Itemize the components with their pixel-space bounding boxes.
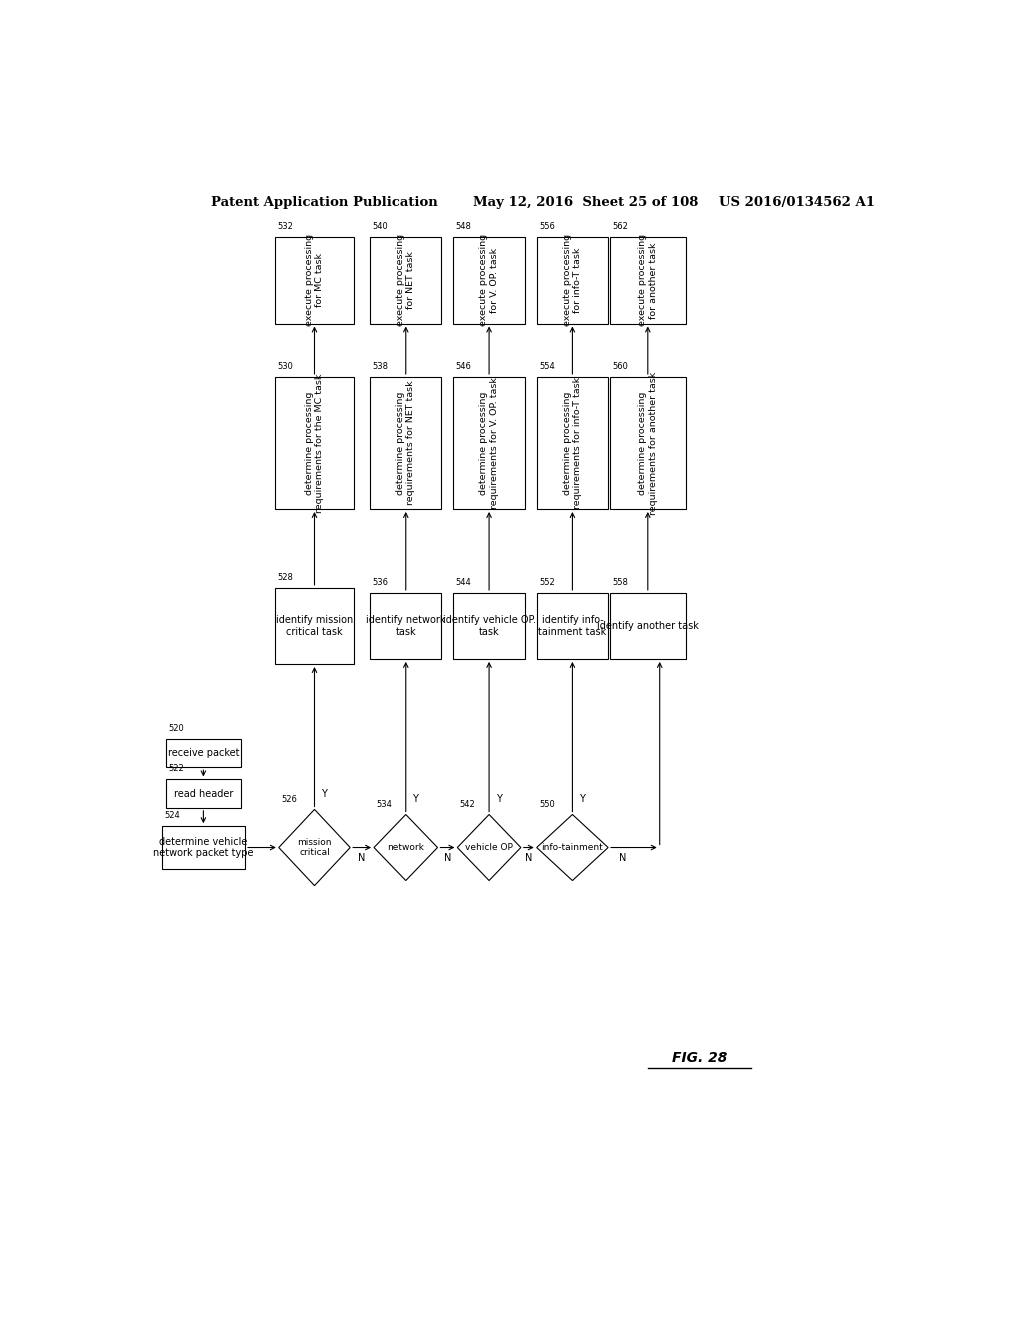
- FancyBboxPatch shape: [370, 238, 441, 323]
- Text: vehicle OP: vehicle OP: [465, 843, 513, 851]
- Text: 542: 542: [460, 800, 475, 809]
- Text: 536: 536: [373, 578, 388, 587]
- Text: execute processing
for NET task: execute processing for NET task: [396, 235, 416, 326]
- Text: execute processing
for V. OP. task: execute processing for V. OP. task: [479, 235, 499, 326]
- Text: execute processing
for MC task: execute processing for MC task: [305, 235, 325, 326]
- Text: execute processing
for info-T task: execute processing for info-T task: [563, 235, 582, 326]
- Text: 528: 528: [278, 573, 293, 582]
- Text: 560: 560: [612, 362, 629, 371]
- Text: identify network
task: identify network task: [366, 615, 445, 636]
- FancyBboxPatch shape: [454, 238, 524, 323]
- Text: 548: 548: [456, 222, 472, 231]
- FancyBboxPatch shape: [274, 587, 354, 664]
- Text: determine processing
requirements for another task: determine processing requirements for an…: [638, 371, 657, 515]
- Text: 532: 532: [278, 222, 293, 231]
- Text: Y: Y: [413, 795, 418, 804]
- Text: 558: 558: [612, 578, 629, 587]
- Text: 526: 526: [282, 796, 297, 804]
- Polygon shape: [374, 814, 437, 880]
- Text: identify vehicle OP.
task: identify vehicle OP. task: [442, 615, 536, 636]
- Text: 550: 550: [539, 800, 555, 809]
- Text: determine processing
requirements for the MC task: determine processing requirements for th…: [305, 374, 325, 512]
- Text: mission
critical: mission critical: [297, 838, 332, 857]
- Text: identify another task: identify another task: [597, 620, 698, 631]
- Text: read header: read header: [174, 788, 233, 799]
- FancyBboxPatch shape: [537, 593, 608, 659]
- Text: identify info-
tainment task: identify info- tainment task: [539, 615, 606, 636]
- FancyBboxPatch shape: [454, 378, 524, 510]
- Text: 538: 538: [373, 362, 388, 371]
- Polygon shape: [537, 814, 608, 880]
- Polygon shape: [279, 809, 350, 886]
- Text: 556: 556: [539, 222, 555, 231]
- Text: 546: 546: [456, 362, 472, 371]
- Text: 554: 554: [539, 362, 555, 371]
- FancyBboxPatch shape: [166, 739, 241, 767]
- Text: 524: 524: [164, 810, 180, 820]
- Text: 540: 540: [373, 222, 388, 231]
- FancyBboxPatch shape: [274, 238, 354, 323]
- FancyBboxPatch shape: [454, 593, 524, 659]
- Text: N: N: [443, 853, 452, 863]
- Text: N: N: [618, 853, 626, 863]
- FancyBboxPatch shape: [370, 378, 441, 510]
- Text: determine vehicle
network packet type: determine vehicle network packet type: [154, 837, 254, 858]
- Text: 544: 544: [456, 578, 471, 587]
- Text: determine processing
requirements for V. OP. task: determine processing requirements for V.…: [479, 378, 499, 510]
- Text: N: N: [525, 853, 532, 863]
- Text: Y: Y: [579, 795, 585, 804]
- Text: 562: 562: [612, 222, 629, 231]
- Text: FIG. 28: FIG. 28: [672, 1051, 727, 1065]
- FancyBboxPatch shape: [537, 378, 608, 510]
- Text: identify mission
critical task: identify mission critical task: [275, 615, 353, 636]
- Text: 522: 522: [168, 764, 184, 774]
- Text: 534: 534: [377, 800, 392, 809]
- Text: 552: 552: [539, 578, 555, 587]
- Text: Patent Application Publication: Patent Application Publication: [211, 195, 438, 209]
- Text: Y: Y: [322, 789, 327, 799]
- Polygon shape: [458, 814, 521, 880]
- FancyBboxPatch shape: [166, 779, 241, 808]
- FancyBboxPatch shape: [610, 593, 685, 659]
- Text: determine processing
requirements for NET task: determine processing requirements for NE…: [396, 380, 416, 506]
- Text: N: N: [358, 853, 366, 863]
- FancyBboxPatch shape: [537, 238, 608, 323]
- Text: 520: 520: [168, 723, 184, 733]
- FancyBboxPatch shape: [610, 238, 685, 323]
- Text: execute processing
for another task: execute processing for another task: [638, 235, 657, 326]
- Text: 530: 530: [278, 362, 293, 371]
- FancyBboxPatch shape: [274, 378, 354, 510]
- FancyBboxPatch shape: [162, 826, 245, 869]
- Text: May 12, 2016  Sheet 25 of 108: May 12, 2016 Sheet 25 of 108: [473, 195, 698, 209]
- Text: receive packet: receive packet: [168, 748, 240, 758]
- Text: Y: Y: [496, 795, 502, 804]
- FancyBboxPatch shape: [370, 593, 441, 659]
- FancyBboxPatch shape: [610, 378, 685, 510]
- Text: network: network: [387, 843, 424, 851]
- Text: US 2016/0134562 A1: US 2016/0134562 A1: [719, 195, 876, 209]
- Text: info-tainment: info-tainment: [542, 843, 603, 851]
- Text: determine processing
requirements for info-T task: determine processing requirements for in…: [563, 378, 582, 510]
